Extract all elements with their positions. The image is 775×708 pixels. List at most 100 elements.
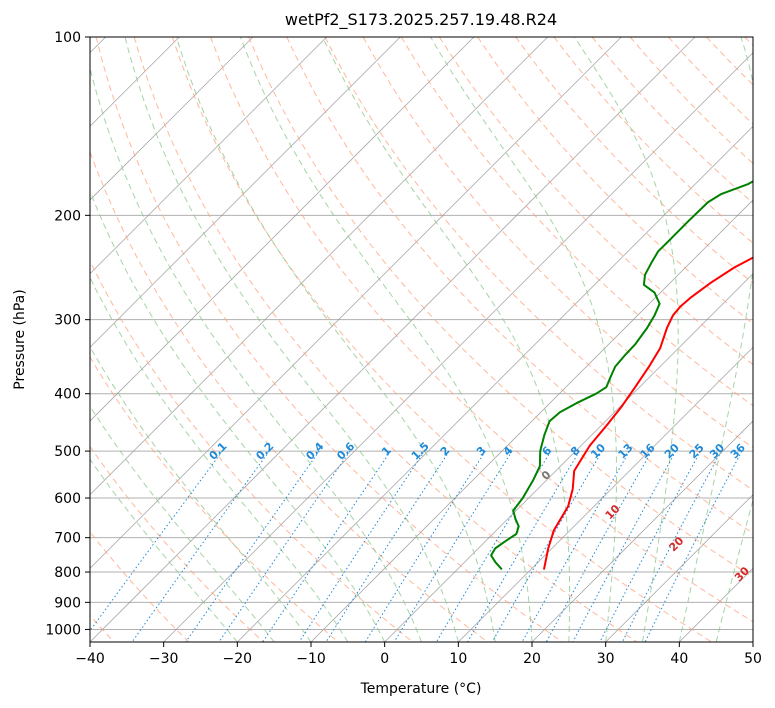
temperature-profile-line	[543, 256, 753, 570]
isotherms	[90, 37, 753, 642]
y-axis-label: Pressure (hPa)	[12, 289, 28, 389]
mixing-ratio-label: 1	[379, 444, 394, 459]
moist-adiabat-line	[239, 37, 533, 642]
moist-adiabat-line	[752, 640, 753, 642]
mixing-ratio-line	[521, 450, 630, 642]
y-tick-label: 400	[54, 387, 81, 403]
dry-adiabat-line	[286, 37, 753, 534]
moist-adiabats	[90, 37, 753, 642]
mixing-ratio-lines	[90, 450, 743, 642]
chart-title: wetPf2_S173.2025.257.19.48.R24	[285, 10, 557, 30]
x-tick-label: 30	[597, 651, 615, 667]
x-tick-label: 0	[380, 651, 389, 667]
y-tick-label: 300	[54, 313, 81, 329]
x-tick-label: −20	[223, 651, 253, 667]
isotherm-line	[605, 494, 753, 642]
mixing-ratio-line	[644, 450, 743, 642]
x-tick-label: −30	[149, 651, 179, 667]
dry-adiabat-line	[591, 37, 753, 204]
isotherm-line	[90, 37, 696, 642]
moist-adiabat-line	[678, 37, 753, 642]
mixing-ratio-label: 3	[474, 444, 489, 459]
mixing-ratio-line	[621, 450, 722, 642]
mixing-ratio-label: 25	[687, 441, 707, 461]
isotherm-line	[90, 37, 327, 275]
moist-adiabat-line	[90, 189, 386, 642]
mixing-ratio-label: 36	[728, 441, 748, 461]
x-axis-label: Temperature (°C)	[360, 681, 482, 697]
isotherm-line	[90, 37, 401, 348]
moist-adiabat-label: 20	[666, 534, 686, 554]
isotherm-line	[90, 37, 548, 496]
y-tick-label: 500	[54, 444, 81, 460]
moist-adiabat-line	[90, 405, 275, 642]
isotherm-line	[90, 37, 475, 422]
moist-adiabat-line	[715, 498, 753, 642]
dry-adiabat-line	[477, 37, 753, 325]
dry-adiabat-line	[90, 531, 190, 642]
dry-adiabat-line	[95, 37, 563, 642]
moist-adiabat-line	[322, 37, 571, 642]
mixing-ratio-line	[393, 450, 513, 642]
dry-adiabat-line	[744, 37, 753, 47]
mixing-ratio-line	[131, 450, 270, 642]
mixing-ratio-label: 0.6	[334, 439, 357, 462]
y-tick-label: 1000	[45, 622, 81, 638]
moist-adiabat-line	[90, 345, 312, 642]
dry-adiabat-line	[90, 445, 264, 642]
x-tick-label: −40	[75, 651, 105, 667]
x-tick-label: 10	[449, 651, 467, 667]
y-tick-label: 800	[54, 565, 81, 581]
mixing-ratio-line	[298, 450, 425, 642]
isotherm-line	[752, 641, 753, 642]
isotherm-line	[90, 37, 622, 569]
y-tick-label: 700	[54, 531, 81, 547]
y-tick-label: 900	[54, 595, 81, 611]
moist-adiabat-line	[90, 276, 349, 642]
isotherm-line	[163, 52, 753, 642]
moist-adiabat-line	[124, 37, 459, 642]
mixing-ratio-line	[491, 450, 603, 642]
dry-adiabat-line	[668, 37, 753, 125]
isotherm-line	[458, 346, 753, 642]
dry-adiabat-line	[248, 37, 753, 578]
dewpoint-profile-line	[490, 180, 753, 570]
mixing-ratio-line	[572, 450, 677, 642]
moist-adiabat-line	[430, 37, 617, 642]
reference-line-labels: 0.10.20.40.611.52346810131620253036-100-…	[207, 439, 753, 584]
dry-adiabat-line	[210, 37, 753, 623]
dry-adiabat-line	[706, 37, 753, 86]
x-tick-label: 40	[670, 651, 688, 667]
moist-adiabat-line	[574, 37, 679, 642]
mixing-ratio-line	[218, 450, 351, 642]
dry-adiabat-line	[90, 259, 414, 642]
moist-adiabat-label: 30	[732, 564, 752, 584]
y-tick-label: 100	[54, 30, 81, 46]
dry-adiabat-line	[133, 37, 638, 642]
isotherm-line	[531, 420, 753, 642]
dry-adiabat-line	[90, 150, 488, 642]
mixing-ratio-label: 0.4	[303, 439, 326, 462]
mixing-ratio-label: 20	[662, 441, 682, 461]
y-tick-label: 600	[54, 491, 81, 507]
mixing-ratio-line	[599, 450, 701, 642]
plot-area: 0.10.20.40.611.52346810131620253036-100-…	[90, 37, 753, 642]
mixing-ratio-line	[262, 450, 392, 642]
isotherm-line	[384, 273, 753, 642]
profile-series	[490, 180, 753, 570]
isotherm-line	[679, 567, 753, 642]
dry-adiabats	[90, 37, 753, 642]
mixing-ratio-label: 1.5	[409, 440, 432, 463]
dry-adiabat-line	[90, 356, 339, 642]
moist-adiabat-label: 10	[603, 502, 623, 522]
mixing-ratio-label: 16	[638, 441, 658, 461]
dry-adiabat-line	[171, 37, 712, 642]
moist-adiabat-line	[90, 458, 238, 642]
plot-frame	[89, 36, 754, 643]
dry-adiabat-line	[553, 37, 753, 244]
dry-adiabat-line	[438, 37, 753, 366]
x-axis-ticks: −40 −30 −20 −10 0 10 20 30 40 50	[75, 642, 762, 667]
dry-adiabat-line	[324, 37, 753, 491]
mixing-ratio-line	[467, 450, 580, 642]
mixing-ratio-label: 30	[707, 441, 727, 461]
